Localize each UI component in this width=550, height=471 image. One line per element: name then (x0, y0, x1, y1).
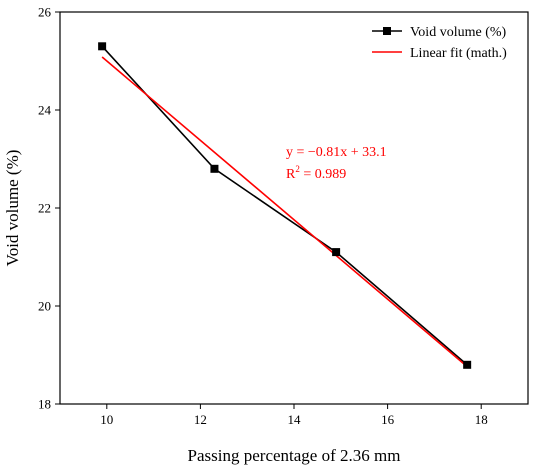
y-axis-title: Void volume (%) (3, 150, 22, 267)
r-squared-value: = 0.989 (300, 167, 346, 182)
y-tick-label: 22 (38, 201, 51, 216)
r-squared-symbol: R (286, 167, 296, 182)
x-axis-title: Passing percentage of 2.36 mm (188, 446, 401, 465)
x-tick-label: 14 (288, 412, 302, 427)
r-squared-exponent: 2 (295, 164, 300, 174)
axis-ticks: 10 12 14 16 18 18 20 22 24 26 (38, 5, 488, 428)
x-tick-label: 12 (194, 412, 207, 427)
fit-annotation: y = −0.81x + 33.1 R2 = 0.989 (286, 145, 387, 182)
x-tick-label: 16 (381, 412, 395, 427)
data-point-void-volume (332, 248, 341, 257)
legend-marker-void-volume (383, 27, 391, 35)
data-point-void-volume (210, 164, 219, 173)
legend-label-void-volume: Void volume (%) (410, 25, 507, 40)
fit-equation: y = −0.81x + 33.1 (286, 145, 387, 160)
legend: Void volume (%) Linear fit (math.) (372, 25, 507, 61)
series-layer (98, 42, 472, 369)
fit-r-squared: R2 = 0.989 (286, 164, 346, 182)
x-tick-label: 10 (100, 412, 113, 427)
y-tick-label: 20 (38, 299, 51, 314)
series-line-linear-fit (101, 56, 468, 368)
x-tick-label: 18 (475, 412, 488, 427)
y-tick-label: 18 (38, 397, 51, 412)
legend-label-linear-fit: Linear fit (math.) (410, 46, 507, 61)
data-point-void-volume (98, 42, 107, 51)
plot-frame (59, 11, 529, 405)
y-tick-label: 26 (38, 5, 52, 20)
series-line-void-volume (101, 45, 468, 366)
data-point-void-volume (463, 360, 472, 369)
y-tick-label: 24 (38, 103, 52, 118)
